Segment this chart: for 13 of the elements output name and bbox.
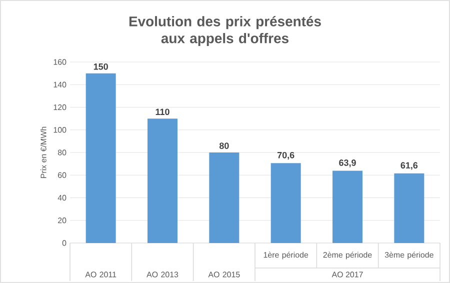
data-label: 70,6: [278, 152, 294, 160]
data-label: 63,9: [339, 160, 356, 168]
bar: [394, 173, 424, 243]
bar: [148, 118, 178, 243]
data-label: 150: [94, 63, 108, 70]
bar: [270, 163, 301, 243]
bar: [86, 73, 116, 243]
bar: [209, 152, 240, 243]
bar: [332, 170, 363, 243]
chart-title: Evolution des prix présentés aux appels d'offres: [129, 16, 321, 46]
data-label: 80: [219, 142, 229, 149]
data-label: 61,6: [400, 162, 418, 170]
data-label: 110: [156, 108, 170, 116]
